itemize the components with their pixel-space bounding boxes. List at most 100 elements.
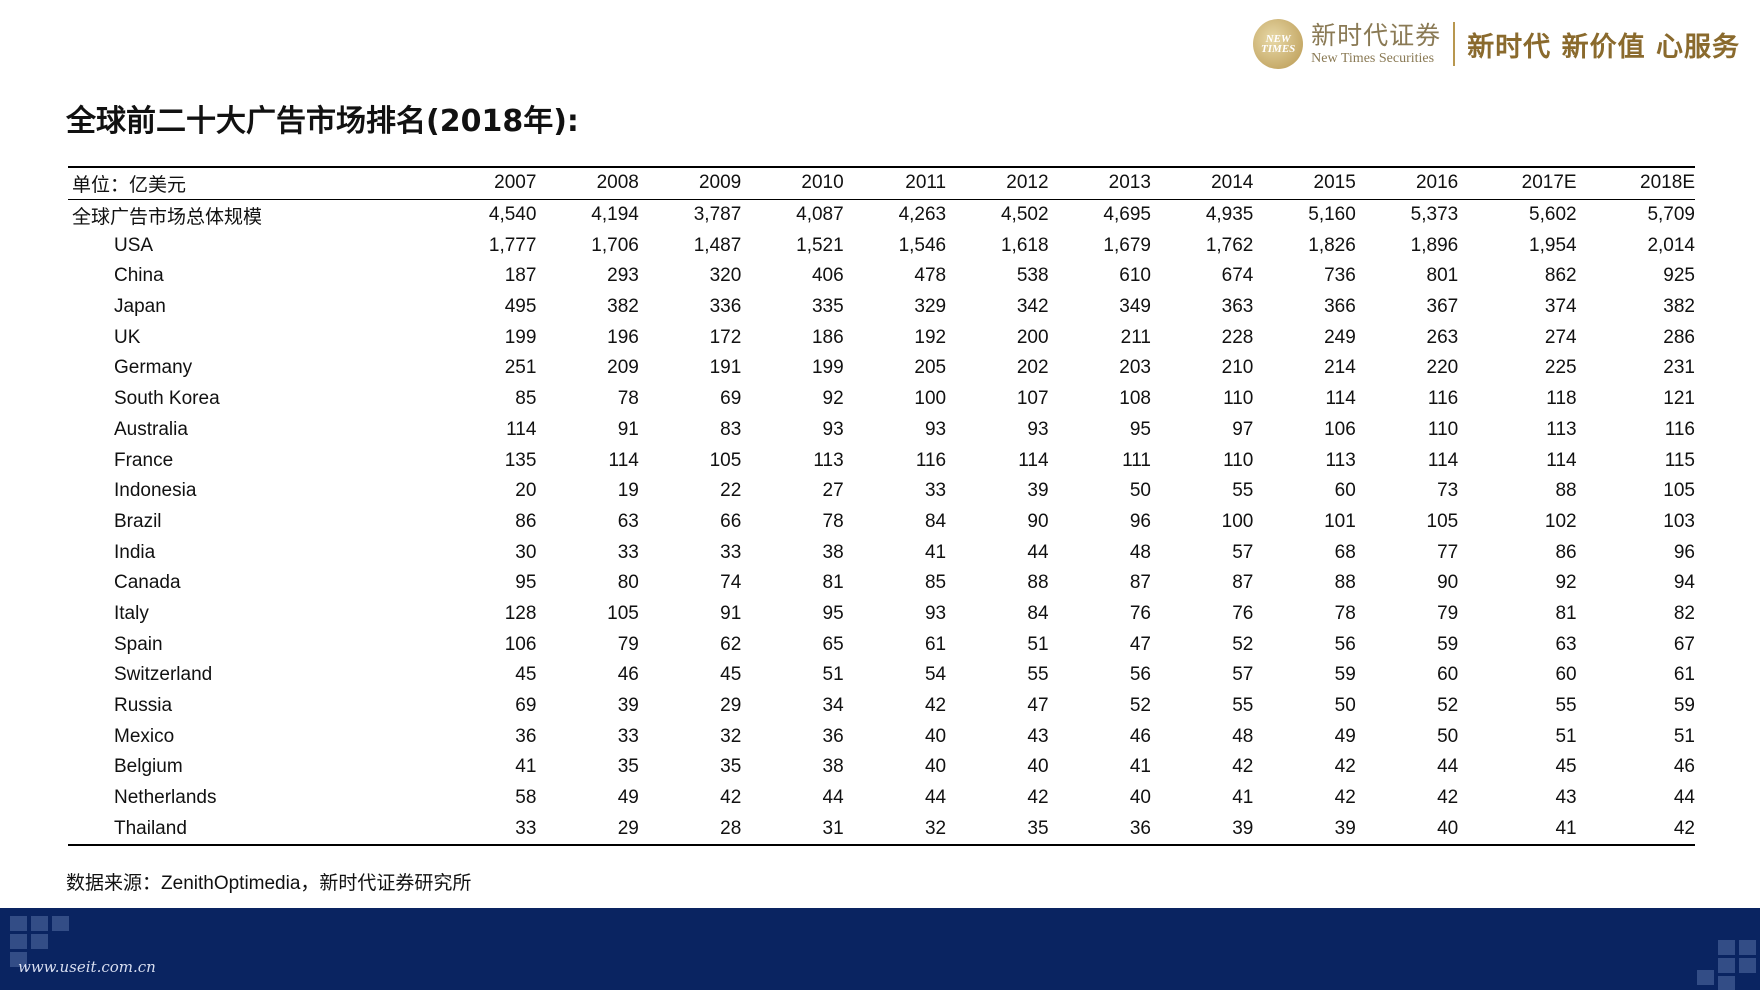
country-label: South Korea (114, 388, 220, 410)
value-cell: 39 (1334, 817, 1356, 839)
value-cell: 349 (1119, 296, 1151, 318)
value-cell: 46 (1673, 756, 1695, 778)
value-cell: 80 (617, 572, 639, 594)
table-row: Japan 495 382 336 335 329 342 349 363 366 367 374 38… (68, 292, 1695, 323)
value-cell: 225 (1544, 357, 1577, 379)
value-cell: 105 (709, 449, 742, 471)
value-cell: 91 (720, 602, 742, 624)
value-cell: 84 (924, 510, 947, 532)
value-cell: 1,487 (693, 234, 742, 256)
value-cell: 335 (811, 296, 844, 318)
footer-decor-square (1718, 976, 1735, 990)
value-cell: 82 (1673, 602, 1695, 624)
table-row: Netherlands 58 49 42 44 44 42 40 41 42 42 43 44 (68, 783, 1695, 814)
table-row: France 135 114 105 113 116 114 111 110 113 114 114 1… (68, 445, 1695, 476)
value-cell: 495 (504, 296, 537, 318)
value-cell: 92 (1555, 572, 1577, 594)
value-cell: 29 (720, 695, 742, 717)
country-label: Brazil (114, 510, 162, 532)
value-cell: 57 (1232, 541, 1254, 563)
ad-market-table: 单位：亿美元 2007 2008 2009 2010 2011 2012 2013 2014 2… (68, 166, 1695, 846)
value-cell: 42 (720, 787, 742, 809)
value-cell: 97 (1232, 418, 1254, 440)
value-cell: 202 (1016, 357, 1049, 379)
value-cell: 96 (1129, 510, 1151, 532)
value-cell: 478 (914, 265, 947, 287)
value-cell: 1,618 (1000, 234, 1049, 256)
value-cell: 199 (811, 357, 844, 379)
value-cell: 40 (924, 756, 947, 778)
value-cell: 44 (1027, 541, 1049, 563)
table-row: Indonesia 20 19 22 27 33 39 50 55 60 73 88 105 (68, 476, 1695, 507)
source-suffix: ，新时代证券研究所 (300, 872, 472, 894)
value-cell: 114 (1325, 388, 1356, 410)
value-cell: 105 (1663, 480, 1695, 502)
value-cell: 191 (709, 357, 742, 379)
company-name-en: New Times Securities (1311, 51, 1435, 66)
table-row: Canada 95 80 74 81 85 88 87 87 88 90 92 94 (68, 568, 1695, 599)
value-cell: 42 (1232, 756, 1254, 778)
value-cell: 42 (1027, 787, 1049, 809)
value-cell: 60 (1555, 664, 1577, 686)
unit-label: 单位：亿美元 (72, 173, 187, 196)
value-cell: 116 (1427, 388, 1459, 410)
table-row: Spain 106 79 62 65 61 51 47 52 56 59 63 67 (68, 629, 1695, 660)
year-header: 2009 (698, 172, 742, 194)
year-header: 2010 (801, 172, 844, 194)
value-cell: 320 (709, 265, 742, 287)
value-cell: 41 (1129, 756, 1151, 778)
value-cell: 34 (822, 695, 844, 717)
value-cell: 1,706 (591, 234, 639, 256)
footer-decor-square (1697, 970, 1714, 985)
value-cell: 81 (822, 572, 844, 594)
value-cell: 249 (1324, 326, 1356, 348)
footer-bar (0, 908, 1760, 990)
value-cell: 66 (720, 510, 742, 532)
value-cell: 40 (924, 725, 947, 747)
value-cell: 110 (1427, 418, 1459, 440)
value-cell: 113 (1325, 449, 1356, 471)
value-cell: 42 (1437, 787, 1459, 809)
value-cell: 61 (1673, 664, 1695, 686)
value-cell: 231 (1663, 357, 1695, 379)
value-cell: 116 (1664, 418, 1695, 440)
value-cell: 736 (1324, 265, 1356, 287)
value-cell: 91 (617, 418, 639, 440)
value-cell: 107 (1016, 388, 1049, 410)
value-cell: 105 (1426, 510, 1459, 532)
page-title: 全球前二十大广告市场排名(2018年): (66, 104, 579, 139)
value-cell: 114 (1427, 449, 1459, 471)
country-label: USA (114, 234, 154, 256)
value-cell: 366 (1324, 296, 1356, 318)
value-cell: 73 (1437, 480, 1459, 502)
country-label: Russia (114, 695, 173, 717)
total-value-cell: 4,087 (796, 204, 844, 226)
value-cell: 35 (720, 756, 742, 778)
total-value-cell: 4,540 (488, 204, 537, 226)
value-cell: 329 (914, 296, 947, 318)
value-cell: 106 (504, 633, 537, 655)
table-row: Mexico 36 33 32 36 40 43 46 48 49 50 51 51 (68, 721, 1695, 752)
value-cell: 93 (924, 602, 947, 624)
value-cell: 90 (1437, 572, 1459, 594)
value-cell: 93 (1027, 418, 1049, 440)
value-cell: 118 (1546, 388, 1577, 410)
total-value-cell: 4,194 (591, 204, 639, 226)
value-cell: 87 (1129, 572, 1151, 594)
value-cell: 78 (617, 388, 639, 410)
table-row: Thailand 33 29 28 31 32 35 36 39 39 40 41 42 (68, 813, 1695, 846)
value-cell: 58 (515, 787, 537, 809)
year-header: 2014 (1211, 172, 1254, 194)
value-cell: 214 (1324, 357, 1356, 379)
country-label: Japan (114, 296, 166, 318)
value-cell: 44 (1673, 787, 1695, 809)
value-cell: 114 (506, 418, 537, 440)
value-cell: 90 (1027, 510, 1049, 532)
value-cell: 95 (1129, 418, 1151, 440)
value-cell: 45 (515, 664, 537, 686)
value-cell: 49 (1334, 725, 1356, 747)
value-cell: 114 (608, 449, 639, 471)
value-cell: 40 (1437, 817, 1459, 839)
value-cell: 35 (617, 756, 639, 778)
value-cell: 39 (617, 695, 639, 717)
